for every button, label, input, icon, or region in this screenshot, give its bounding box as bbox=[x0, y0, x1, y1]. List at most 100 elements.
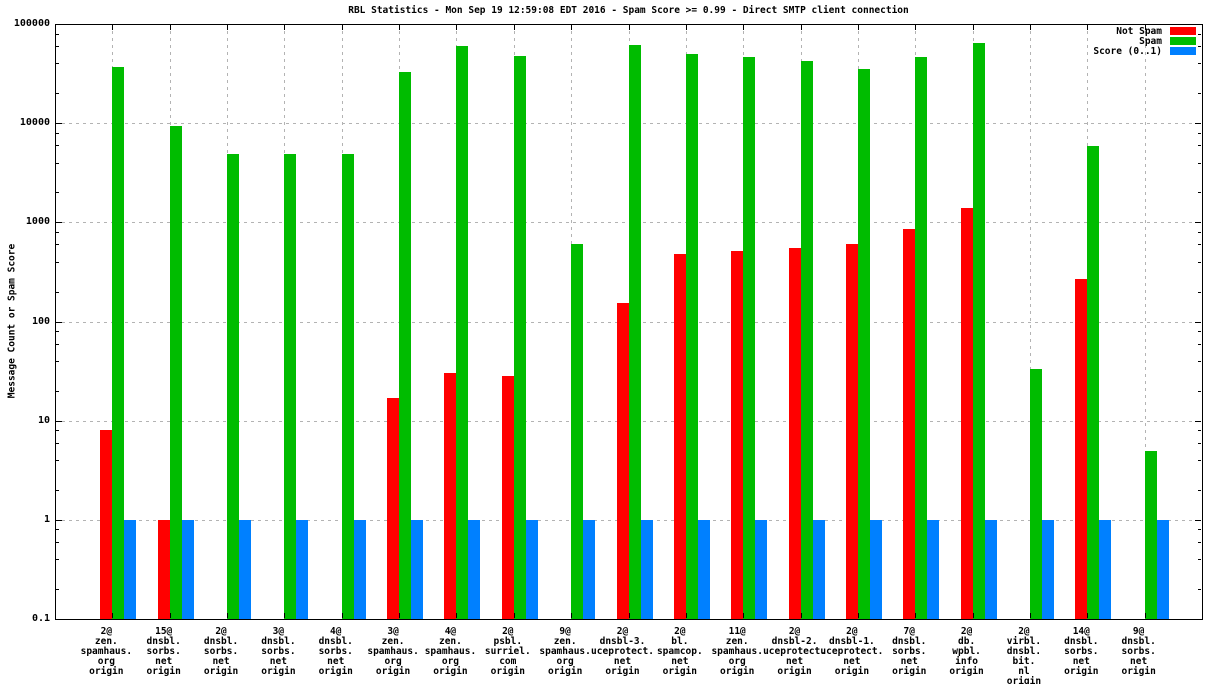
bar-not-spam-9 bbox=[617, 302, 629, 619]
xtick-label-8: 9@ zen. spamhaus. org origin bbox=[539, 626, 591, 677]
xtick-bottom-9 bbox=[629, 613, 630, 618]
xtick-label-18: 9@ dnsbl. sorbs. net origin bbox=[1121, 626, 1156, 677]
xtick-bottom-17 bbox=[1087, 613, 1088, 618]
ytick-minor-0.8-right bbox=[1198, 529, 1201, 530]
ytick-10-left bbox=[56, 421, 62, 422]
xtick-top-4 bbox=[342, 25, 343, 30]
bar-score-14 bbox=[927, 519, 939, 619]
bar-spam-14 bbox=[915, 56, 927, 619]
ytick-minor-60000-left bbox=[56, 46, 59, 47]
bar-spam-12 bbox=[801, 61, 813, 619]
xtick-label-2: 2@ dnsbl. sorbs. net origin bbox=[203, 626, 239, 677]
ytick-minor-200-left bbox=[56, 292, 59, 293]
bar-score-9 bbox=[641, 519, 653, 619]
xtick-top-17 bbox=[1087, 25, 1088, 30]
ytick-minor-4000-right bbox=[1198, 163, 1201, 164]
bar-spam-8 bbox=[571, 243, 583, 619]
bar-score-16 bbox=[1042, 519, 1054, 619]
bar-spam-13 bbox=[858, 69, 870, 619]
ytick-minor-600-left bbox=[56, 244, 59, 245]
xtick-bottom-7 bbox=[514, 613, 515, 618]
ytick-minor-6-right bbox=[1198, 443, 1201, 444]
bar-spam-16 bbox=[1030, 369, 1042, 619]
xtick-label-5: 3@ zen. spamhaus. org origin bbox=[367, 626, 419, 677]
xtick-top-12 bbox=[801, 25, 802, 30]
xtick-top-11 bbox=[743, 25, 744, 30]
ytick-minor-40-right bbox=[1198, 361, 1201, 362]
ytick-label-10000: 10000 bbox=[19, 117, 50, 129]
ytick-minor-2-right bbox=[1198, 490, 1201, 491]
xtick-bottom-18 bbox=[1145, 613, 1146, 618]
bar-not-spam-0 bbox=[100, 430, 112, 619]
ytick-minor-0.6000000000000001-right bbox=[1198, 542, 1201, 543]
legend-label-score: Score (0..1) bbox=[1093, 45, 1162, 57]
ytick-minor-8-left bbox=[56, 430, 59, 431]
bar-score-11 bbox=[755, 519, 767, 619]
bar-not-spam-5 bbox=[387, 397, 399, 619]
ytick-0.1-left bbox=[56, 619, 62, 620]
ytick-minor-6000-left bbox=[56, 145, 59, 146]
bar-score-2 bbox=[239, 519, 251, 619]
xtick-label-12: 2@ dnsbl-2. uceprotect. net origin bbox=[763, 626, 827, 677]
bar-not-spam-15 bbox=[961, 207, 973, 619]
xtick-label-15: 2@ db. wpbl. info origin bbox=[949, 626, 984, 677]
bar-not-spam-14 bbox=[903, 228, 915, 619]
legend-row-score: Score (0..1) bbox=[1093, 45, 1196, 57]
xtick-bottom-13 bbox=[858, 613, 859, 618]
xtick-label-17: 14@ dnsbl. sorbs. net origin bbox=[1064, 626, 1099, 677]
xtick-label-16: 2@ virbl. dnsbl. bit. nl origin bbox=[1006, 626, 1042, 684]
ytick-minor-2-left bbox=[56, 490, 59, 491]
ytick-label-1: 1 bbox=[43, 513, 50, 525]
ytick-minor-40000-left bbox=[56, 63, 59, 64]
xtick-top-5 bbox=[399, 25, 400, 30]
ytick-1000-left bbox=[56, 222, 62, 223]
xtick-top-18 bbox=[1145, 25, 1146, 30]
bar-score-0 bbox=[124, 519, 136, 619]
xtick-label-3: 3@ dnsbl. sorbs. net origin bbox=[261, 626, 296, 677]
xtick-bottom-14 bbox=[915, 613, 916, 618]
xtick-bottom-11 bbox=[743, 613, 744, 618]
ytick-label-0.1: 0.1 bbox=[31, 613, 50, 624]
bar-not-spam-10 bbox=[674, 253, 686, 619]
ytick-minor-0.8-left bbox=[56, 529, 59, 530]
ytick-label-10: 10 bbox=[37, 414, 50, 426]
xtick-label-11: 11@ zen. spamhaus. org origin bbox=[711, 626, 763, 677]
xtick-bottom-15 bbox=[973, 613, 974, 618]
bar-spam-10 bbox=[686, 53, 698, 619]
ytick-minor-60-right bbox=[1198, 344, 1201, 345]
xtick-label-7: 2@ psbl. surriel. com origin bbox=[484, 626, 531, 677]
ytick-minor-8-right bbox=[1198, 430, 1201, 431]
ytick-minor-400-right bbox=[1198, 262, 1201, 263]
ytick-minor-60-left bbox=[56, 344, 59, 345]
xtick-bottom-8 bbox=[571, 613, 572, 618]
xtick-top-1 bbox=[170, 25, 171, 30]
ytick-10000-right bbox=[1195, 123, 1201, 124]
ytick-minor-2000-left bbox=[56, 192, 59, 193]
ytick-minor-6000-right bbox=[1198, 145, 1201, 146]
xtick-label-4: 4@ dnsbl. sorbs. net origin bbox=[318, 626, 353, 677]
bar-spam-18 bbox=[1145, 450, 1157, 619]
xtick-label-13: 2@ dnsbl-1. uceprotect. net origin bbox=[820, 626, 884, 677]
bar-score-7 bbox=[526, 519, 538, 619]
xtick-top-9 bbox=[629, 25, 630, 30]
gridline-y-10000 bbox=[55, 123, 1202, 124]
gridline-x-18 bbox=[1145, 24, 1146, 619]
bar-spam-4 bbox=[342, 153, 354, 619]
bar-not-spam-12 bbox=[789, 248, 801, 619]
bar-score-1 bbox=[182, 519, 194, 619]
legend-swatch-spam bbox=[1170, 37, 1196, 45]
legend-swatch-score bbox=[1170, 47, 1196, 55]
bar-not-spam-1 bbox=[158, 519, 170, 619]
bar-not-spam-17 bbox=[1075, 278, 1087, 619]
ytick-minor-600-right bbox=[1198, 244, 1201, 245]
ytick-minor-80-right bbox=[1198, 331, 1201, 332]
xtick-top-2 bbox=[227, 25, 228, 30]
xtick-label-10: 2@ bl. spamcop. net origin bbox=[656, 626, 703, 677]
bar-score-18 bbox=[1157, 519, 1169, 619]
xtick-bottom-6 bbox=[456, 613, 457, 618]
ytick-minor-20-left bbox=[56, 391, 59, 392]
bar-score-12 bbox=[813, 519, 825, 619]
bar-score-4 bbox=[354, 519, 366, 619]
bar-spam-11 bbox=[743, 57, 755, 619]
